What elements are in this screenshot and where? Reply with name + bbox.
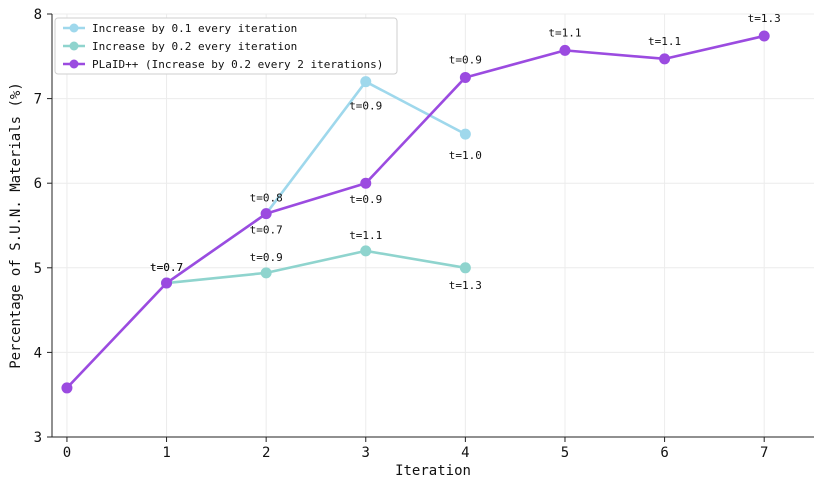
legend-swatch-marker <box>69 59 79 69</box>
data-point <box>260 208 272 220</box>
series-layer <box>61 30 770 394</box>
point-annotation: t=1.0 <box>449 149 482 162</box>
point-annotation: t=0.7 <box>250 224 283 237</box>
data-point <box>360 245 372 257</box>
x-tick-label: 7 <box>760 445 768 461</box>
y-tick-label: 6 <box>34 176 42 192</box>
legend-label: PLaID++ (Increase by 0.2 every 2 iterati… <box>92 58 383 71</box>
x-axis-title: Iteration <box>395 463 471 479</box>
point-annotation: t=1.1 <box>648 35 681 48</box>
y-tick-label: 5 <box>34 261 42 277</box>
data-point <box>360 177 372 189</box>
y-axis-title: Percentage of S.U.N. Materials (%) <box>8 82 24 369</box>
data-point <box>260 267 272 279</box>
x-tick-label: 5 <box>561 445 569 461</box>
point-annotation: t=1.3 <box>449 279 482 292</box>
x-tick-label: 1 <box>162 445 170 461</box>
data-point <box>758 30 770 42</box>
legend-label: Increase by 0.2 every iteration <box>92 40 297 53</box>
axes: 3 4 5 6 7 8 0 1 2 3 4 5 6 7 <box>34 7 814 461</box>
x-tick-label: 4 <box>461 445 469 461</box>
point-annotation: t=1.3 <box>748 12 781 25</box>
annotations: t=0.7 t=0.8 t=0.9 t=1.0 t=0.7 t=0.9 t=1.1 t=1.3… <box>150 12 781 292</box>
point-annotation: t=0.9 <box>449 53 482 66</box>
data-point <box>459 71 471 83</box>
point-annotation: t=1.1 <box>548 26 581 39</box>
x-tick-label: 6 <box>660 445 668 461</box>
point-annotation: t=0.7 <box>150 261 183 274</box>
data-point <box>459 128 471 140</box>
y-tick-label: 8 <box>34 7 42 23</box>
data-point <box>559 44 571 56</box>
point-annotation: t=0.8 <box>250 192 283 205</box>
legend-swatch-marker <box>69 41 79 51</box>
series-line-3 <box>65 34 766 390</box>
point-annotation: t=0.9 <box>349 193 382 206</box>
data-point <box>360 76 372 88</box>
data-point <box>61 382 73 394</box>
legend-swatch-marker <box>69 23 79 33</box>
series-line-2 <box>165 249 467 285</box>
point-annotation: t=0.9 <box>349 100 382 113</box>
point-annotation: t=0.7 <box>150 261 183 274</box>
grid <box>52 13 814 438</box>
legend-label: Increase by 0.1 every iteration <box>92 22 297 35</box>
x-tick-label: 2 <box>262 445 270 461</box>
y-tick-label: 3 <box>34 430 42 446</box>
legend-box <box>54 17 398 75</box>
data-point <box>659 53 671 65</box>
data-point <box>161 277 173 289</box>
legend: Increase by 0.1 every iteration Increase … <box>54 17 398 75</box>
x-tick-label: 0 <box>63 445 71 461</box>
point-annotation: t=1.1 <box>349 229 382 242</box>
x-tick-label: 3 <box>362 445 370 461</box>
data-point <box>459 262 471 274</box>
y-tick-label: 4 <box>34 345 42 361</box>
y-tick-label: 7 <box>34 92 42 108</box>
point-annotation: t=0.9 <box>250 251 283 264</box>
